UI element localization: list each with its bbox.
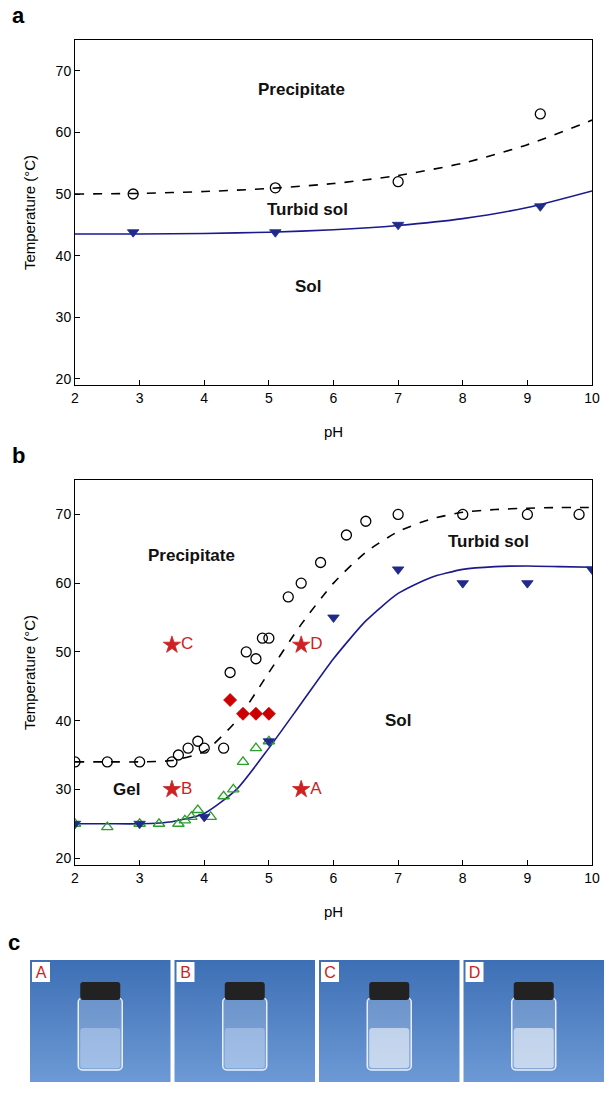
svg-text:Gel: Gel <box>113 780 140 799</box>
svg-text:Sol: Sol <box>385 711 411 730</box>
svg-text:c: c <box>8 930 20 955</box>
svg-text:a: a <box>12 3 25 28</box>
svg-text:Precipitate: Precipitate <box>258 80 345 99</box>
svg-text:2: 2 <box>71 390 79 406</box>
svg-text:70: 70 <box>56 63 72 79</box>
svg-text:pH: pH <box>324 423 343 440</box>
svg-text:C: C <box>324 964 336 981</box>
svg-text:4: 4 <box>200 870 208 886</box>
svg-text:20: 20 <box>56 371 72 387</box>
svg-text:A: A <box>36 964 47 981</box>
svg-text:Precipitate: Precipitate <box>148 546 235 565</box>
svg-text:30: 30 <box>56 309 72 325</box>
svg-text:A: A <box>310 779 322 798</box>
svg-text:pH: pH <box>324 903 343 920</box>
svg-text:Turbid sol: Turbid sol <box>448 532 529 551</box>
svg-text:3: 3 <box>136 870 144 886</box>
svg-text:9: 9 <box>523 870 531 886</box>
svg-text:Temperature (°C): Temperature (°C) <box>21 615 38 730</box>
svg-text:7: 7 <box>394 870 402 886</box>
svg-text:4: 4 <box>200 390 208 406</box>
svg-text:Temperature (°C): Temperature (°C) <box>21 155 38 270</box>
svg-text:40: 40 <box>56 248 72 264</box>
svg-text:C: C <box>181 634 193 653</box>
svg-text:50: 50 <box>56 644 72 660</box>
svg-text:40: 40 <box>56 713 72 729</box>
svg-text:D: D <box>469 964 481 981</box>
svg-text:60: 60 <box>56 124 72 140</box>
svg-text:7: 7 <box>394 390 402 406</box>
svg-text:B: B <box>181 779 192 798</box>
svg-text:2: 2 <box>71 870 79 886</box>
svg-text:10: 10 <box>584 390 600 406</box>
svg-text:6: 6 <box>330 870 338 886</box>
svg-text:5: 5 <box>265 870 273 886</box>
svg-text:b: b <box>12 443 25 468</box>
svg-text:3: 3 <box>136 390 144 406</box>
svg-text:8: 8 <box>459 390 467 406</box>
svg-text:Turbid sol: Turbid sol <box>267 200 348 219</box>
svg-text:B: B <box>180 964 191 981</box>
svg-text:50: 50 <box>56 186 72 202</box>
svg-text:60: 60 <box>56 575 72 591</box>
svg-text:6: 6 <box>330 390 338 406</box>
svg-text:8: 8 <box>459 870 467 886</box>
svg-text:Sol: Sol <box>295 277 321 296</box>
svg-text:70: 70 <box>56 506 72 522</box>
svg-text:30: 30 <box>56 781 72 797</box>
svg-text:20: 20 <box>56 850 72 866</box>
svg-text:9: 9 <box>523 390 531 406</box>
svg-text:5: 5 <box>265 390 273 406</box>
svg-text:10: 10 <box>584 870 600 886</box>
svg-text:D: D <box>310 634 322 653</box>
